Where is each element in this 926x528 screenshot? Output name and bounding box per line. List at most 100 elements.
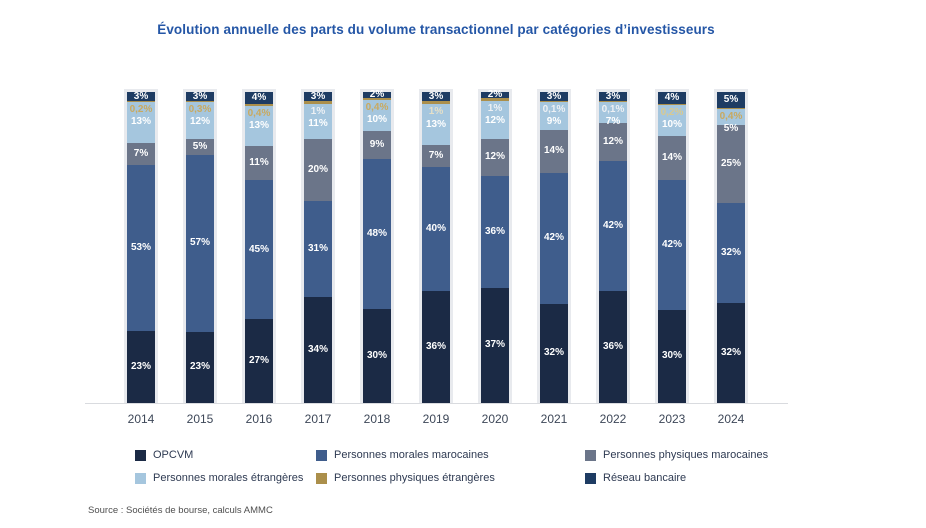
segment-pmm [363, 158, 391, 310]
chart-title: Évolution annuelle des parts du volume t… [157, 22, 715, 37]
segment-ppm [304, 138, 332, 201]
legend-swatch [585, 472, 596, 484]
segment-opcvm [127, 330, 155, 403]
segment-opcvm [304, 297, 332, 403]
segment-ppm [658, 136, 686, 180]
segment-pmm [481, 175, 509, 288]
segment-rb [599, 92, 627, 102]
segment-ppm [599, 123, 627, 161]
segment-ppe [127, 101, 155, 103]
stacked-bar: 4% 0,4% 13% 11% 45% 27% [245, 92, 273, 403]
legend-label: Personnes morales marocaines [334, 449, 489, 461]
x-axis-label-2014: 2014 [127, 412, 155, 426]
segment-opcvm [422, 291, 450, 403]
x-axis-line [85, 403, 788, 404]
segment-pme [304, 104, 332, 139]
stacked-bar: 3% 1% 11% 20% 31% 34% [304, 91, 332, 403]
x-axis-label-2017: 2017 [304, 412, 332, 426]
stacked-bar: 3% 0,2% 13% 7% 53% 23% [127, 91, 155, 403]
segment-ppe [658, 104, 686, 106]
bar-column-2022: 3% 0,1% 7% 12% 42% 36% [596, 89, 630, 403]
segment-rb [717, 92, 745, 108]
x-axis-label-2018: 2018 [363, 412, 391, 426]
segment-rb [422, 92, 450, 102]
bar-column-2020: 2% 1% 12% 12% 36% 37% [478, 89, 512, 403]
segment-pme [658, 105, 686, 137]
segment-ppm [363, 130, 391, 159]
segment-ppe [304, 101, 332, 105]
legend-swatch [135, 472, 146, 484]
segment-pmm [540, 173, 568, 304]
segment-ppm [540, 129, 568, 174]
segment-rb [245, 92, 273, 105]
segment-pmm [422, 166, 450, 292]
segment-ppe [481, 98, 509, 102]
legend-swatch [316, 449, 327, 461]
stacked-bar: 3% 1% 13% 7% 40% 36% [422, 91, 450, 403]
segment-pme [717, 108, 745, 125]
segment-pmm [304, 200, 332, 298]
legend-label: Réseau bancaire [603, 472, 687, 484]
segment-opcvm [658, 309, 686, 403]
x-axis-label-2015: 2015 [186, 412, 214, 426]
x-axis-label-2024: 2024 [717, 412, 745, 426]
legend-label: Personnes physiques étrangères [334, 472, 495, 484]
bar-column-2015: 3% 0,3% 12% 5% 57% 23% [183, 89, 217, 403]
legend-item: Réseau bancaire [585, 472, 686, 484]
segment-pmm [658, 179, 686, 310]
segment-pme [363, 99, 391, 131]
legend-item: Personnes physiques étrangères [316, 472, 495, 484]
segment-pmm [245, 179, 273, 320]
legend-swatch [585, 449, 596, 461]
segment-pme [540, 101, 568, 130]
segment-opcvm [363, 309, 391, 403]
legend-label: Personnes morales étrangères [153, 472, 304, 484]
segment-pme [481, 101, 509, 139]
x-axis-label-2020: 2020 [481, 412, 509, 426]
stacked-bar: 2% 0,4% 10% 9% 48% 30% [363, 89, 391, 403]
segment-pmm [127, 164, 155, 331]
segment-pmm [717, 202, 745, 303]
legend-swatch [316, 472, 327, 484]
segment-pmm [599, 160, 627, 292]
segment-ppm [245, 145, 273, 180]
x-axis-label-2023: 2023 [658, 412, 686, 426]
segment-ppe [717, 107, 745, 109]
stacked-bar: 2% 1% 12% 12% 36% 37% [481, 89, 509, 403]
source-note: Source : Sociétés de bourse, calculs AMM… [88, 505, 273, 516]
segment-rb [186, 92, 214, 102]
legend-swatch [135, 449, 146, 461]
segment-rb [363, 92, 391, 99]
bar-column-2016: 4% 0,4% 13% 11% 45% 27% [242, 89, 276, 403]
segment-pme [186, 102, 214, 140]
segment-ppm [127, 142, 155, 165]
x-axis-label-2022: 2022 [599, 412, 627, 426]
segment-ppe [422, 101, 450, 105]
segment-ppm [481, 138, 509, 176]
legend-item: Personnes morales étrangères [135, 472, 303, 484]
segment-pme [599, 101, 627, 124]
bar-column-2019: 3% 1% 13% 7% 40% 36% [419, 89, 453, 403]
segment-pme [127, 102, 155, 143]
bar-column-2024: 5% 0,4% 5% 25% 32% 32% [714, 89, 748, 403]
segment-pme [245, 105, 273, 146]
bar-column-2018: 2% 0,4% 10% 9% 48% 30% [360, 89, 394, 403]
legend-item: Personnes physiques marocaines [585, 449, 768, 461]
legend-label: Personnes physiques marocaines [603, 449, 769, 461]
bar-column-2023: 4% 0,2% 10% 14% 42% 30% [655, 89, 689, 403]
segment-rb [481, 92, 509, 99]
bar-column-2014: 3% 0,2% 13% 7% 53% 23% [124, 89, 158, 403]
stacked-bar: 5% 0,4% 5% 25% 32% 32% [717, 92, 745, 403]
x-axis-label-2019: 2019 [422, 412, 450, 426]
legend-item: Personnes morales marocaines [316, 449, 489, 461]
bar-column-2021: 3% 0,1% 9% 14% 42% 32% [537, 89, 571, 403]
stacked-bar: 4% 0,2% 10% 14% 42% 30% [658, 92, 686, 403]
bar-column-2017: 3% 1% 11% 20% 31% 34% [301, 89, 335, 403]
segment-opcvm [717, 302, 745, 403]
segment-rb [127, 92, 155, 102]
segment-opcvm [481, 287, 509, 403]
segment-opcvm [245, 319, 273, 403]
segment-pmm [186, 154, 214, 332]
